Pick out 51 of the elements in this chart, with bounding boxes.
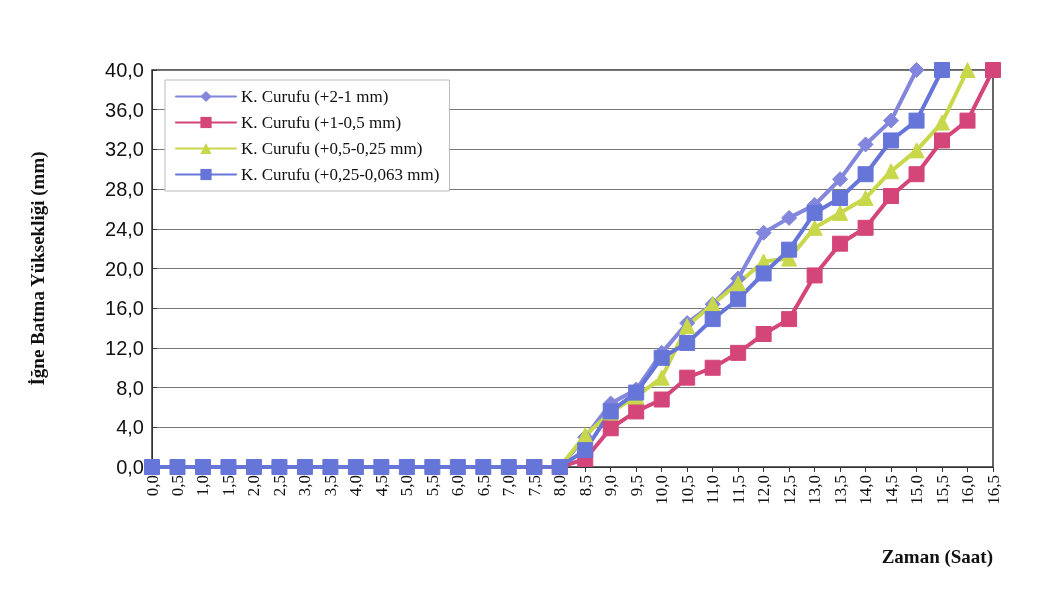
- y-tick-label: 0,0: [116, 456, 144, 478]
- x-tick-label: 0,0: [142, 475, 162, 497]
- x-tick-label: 16,0: [958, 475, 978, 505]
- x-tick-label: 2,5: [269, 475, 289, 497]
- x-tick-label: 9,5: [626, 475, 646, 497]
- x-tick-label: 5,0: [397, 475, 417, 497]
- x-tick-label: 11,5: [728, 475, 748, 505]
- x-tick-label: 10,5: [677, 475, 697, 505]
- y-tick-label: 32,0: [105, 138, 144, 161]
- y-axis-title: İğne Batma Yüksekliği (mm): [27, 151, 49, 386]
- x-tick-label: 16,5: [983, 475, 1003, 505]
- legend-label: K. Curufu (+0,5-0,25 mm): [241, 139, 423, 158]
- x-tick-label: 14,0: [856, 475, 876, 505]
- x-tick-label: 4,0: [346, 475, 366, 497]
- y-tick-label: 16,0: [105, 297, 144, 320]
- x-tick-label: 8,0: [550, 475, 570, 497]
- y-tick-label: 28,0: [105, 178, 144, 201]
- y-tick-label: 4,0: [116, 416, 144, 439]
- x-tick-label: 3,0: [295, 475, 315, 497]
- x-tick-label: 4,5: [371, 475, 391, 497]
- y-tick-label: 36,0: [105, 98, 144, 121]
- x-tick-label: 5,5: [422, 475, 442, 497]
- x-tick-label: 1,0: [193, 475, 213, 497]
- x-tick-label: 0,5: [167, 475, 187, 497]
- x-tick-label: 15,0: [907, 475, 927, 505]
- x-tick-label: 2,0: [244, 475, 264, 497]
- x-tick-label: 13,0: [805, 475, 825, 505]
- x-tick-label: 11,0: [703, 475, 723, 505]
- y-tick-label: 20,0: [105, 257, 144, 280]
- x-tick-label: 12,5: [779, 475, 799, 505]
- x-tick-label: 8,5: [575, 475, 595, 497]
- x-tick-label: 13,5: [830, 475, 850, 505]
- x-tick-label: 3,5: [320, 475, 340, 497]
- y-tick-label: 40,0: [105, 59, 144, 81]
- x-tick-label: 6,5: [473, 475, 493, 497]
- x-tick-label: 15,5: [932, 475, 952, 505]
- x-tick-label: 1,5: [218, 475, 238, 497]
- x-axis-title: Zaman (Saat): [881, 546, 993, 568]
- legend-label: K. Curufu (+0,25-0,063 mm): [241, 165, 440, 184]
- x-tick-label: 7,5: [524, 475, 544, 497]
- y-tick-label: 24,0: [105, 217, 144, 240]
- y-tick-label: 12,0: [105, 336, 144, 359]
- x-tick-label: 7,0: [499, 475, 519, 497]
- x-tick-label: 10,0: [652, 475, 672, 505]
- legend-label: K. Curufu (+1-0,5 mm): [241, 113, 402, 132]
- legend-label: K. Curufu (+2-1 mm): [241, 87, 389, 106]
- x-tick-label: 6,0: [448, 475, 468, 497]
- x-tick-label: 14,5: [881, 475, 901, 505]
- y-tick-label: 8,0: [116, 376, 144, 399]
- x-tick-label: 12,0: [754, 475, 774, 505]
- x-tick-label: 9,0: [601, 475, 621, 497]
